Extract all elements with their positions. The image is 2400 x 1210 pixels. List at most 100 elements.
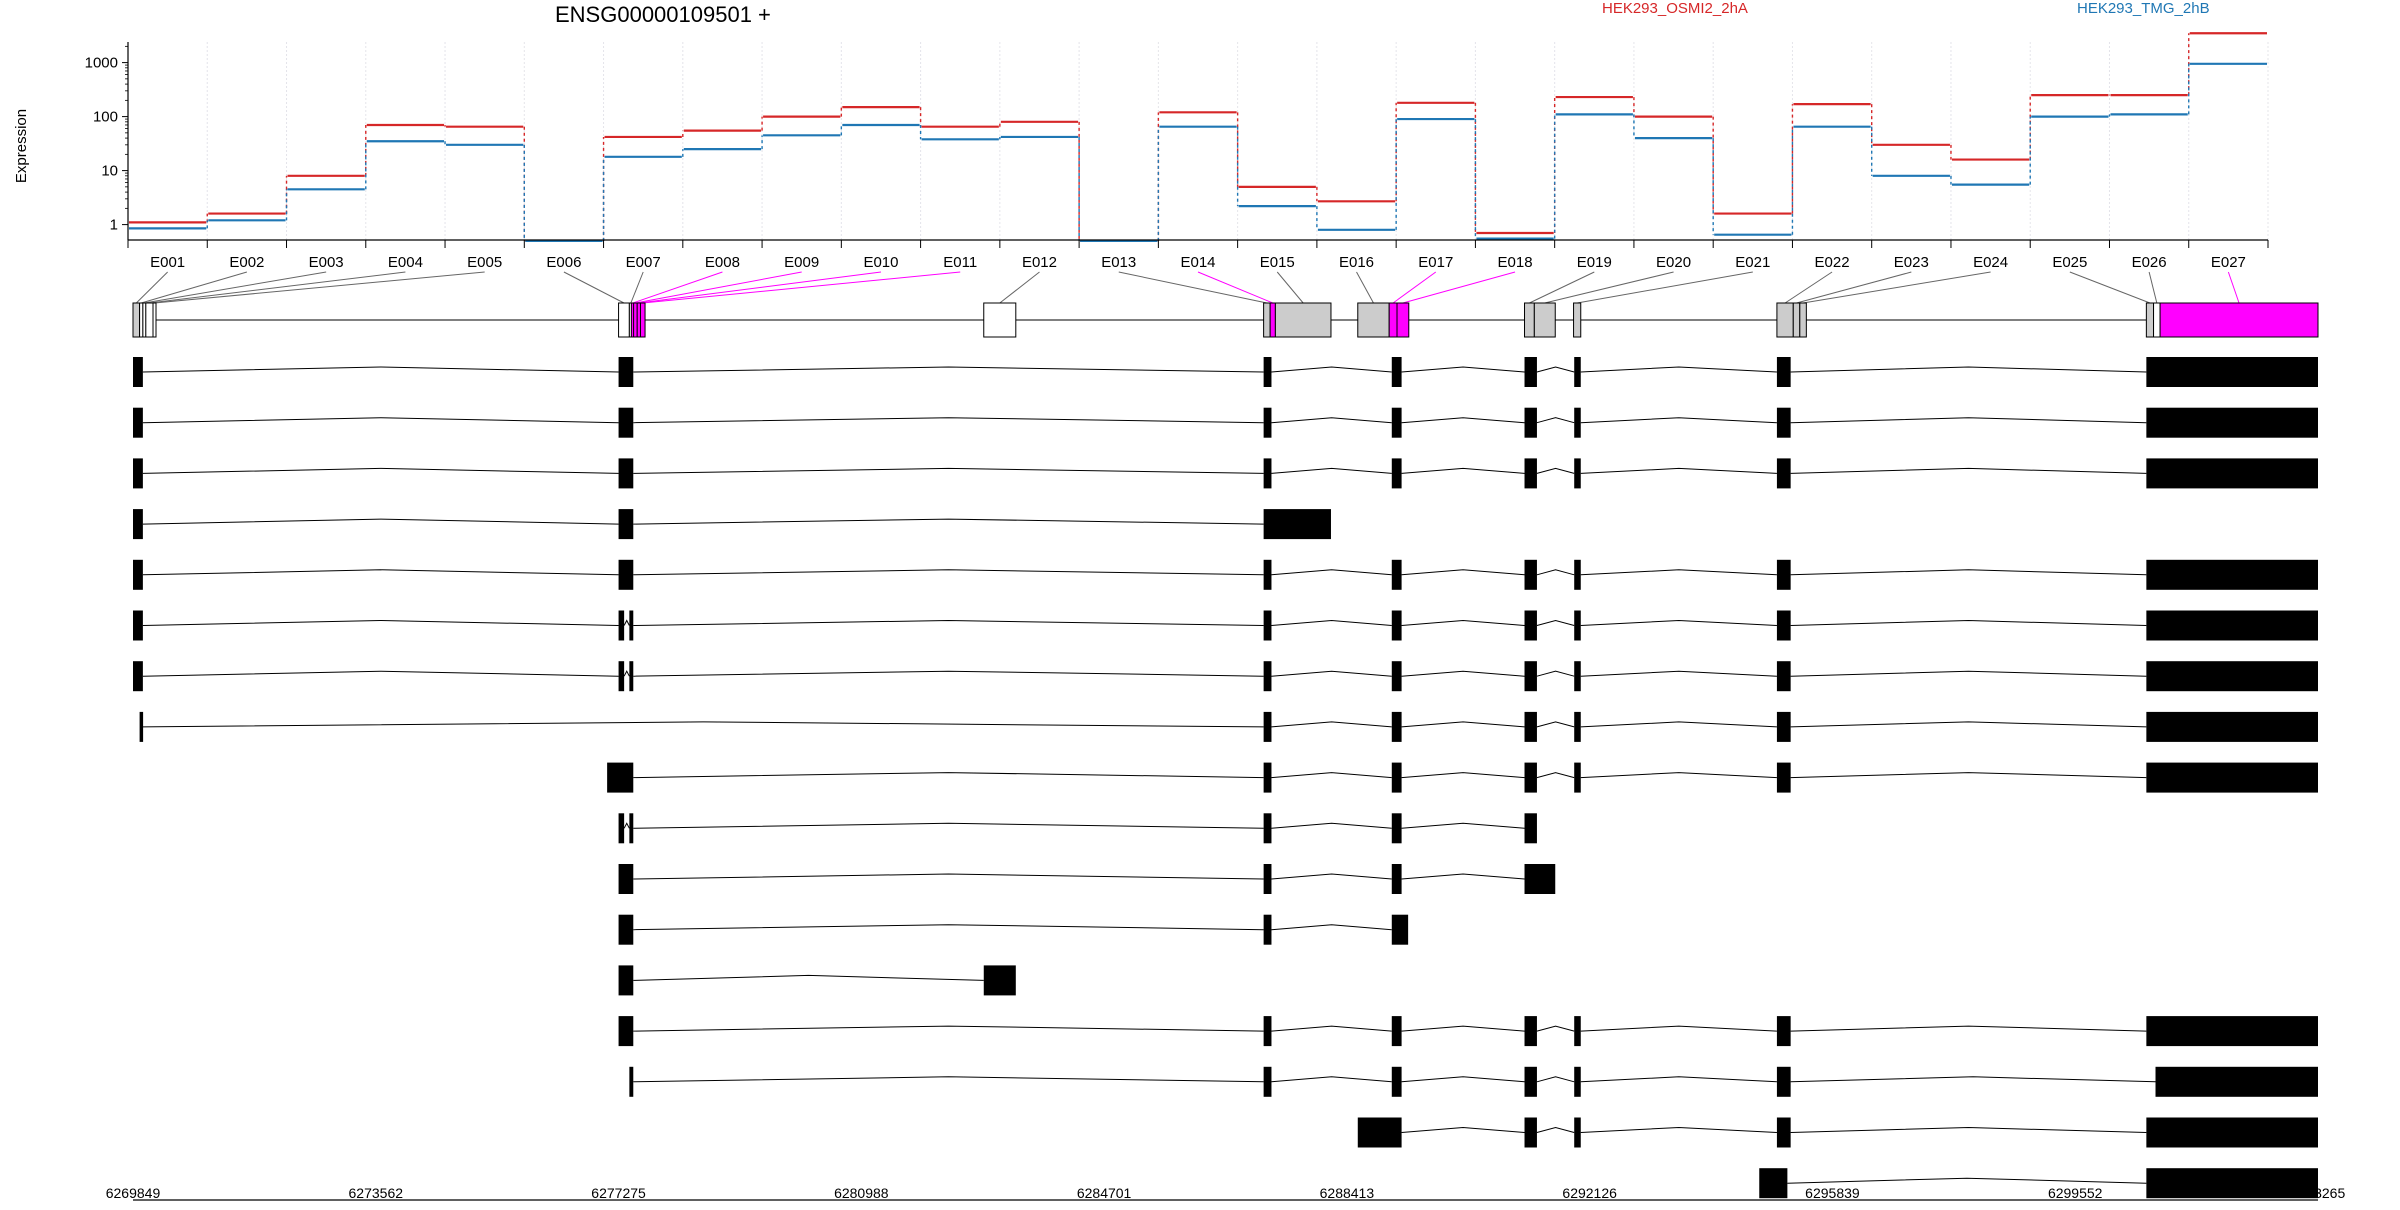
exon-connector bbox=[1544, 271, 1674, 304]
transcript-exon bbox=[1263, 762, 1272, 793]
intron bbox=[142, 366, 619, 373]
exon-label: E005 bbox=[467, 254, 502, 271]
intron bbox=[142, 670, 619, 677]
intron bbox=[1536, 670, 1575, 677]
intron bbox=[1790, 1076, 2156, 1083]
exon-bin-E027 bbox=[2159, 302, 2319, 338]
exon-bin-E016 bbox=[1357, 302, 1390, 338]
intron bbox=[142, 569, 619, 576]
exon-bin-E004 bbox=[145, 302, 154, 338]
transcript-exon bbox=[2146, 407, 2318, 438]
transcript-exon bbox=[618, 559, 634, 590]
gene-model bbox=[132, 302, 2319, 338]
intron bbox=[633, 822, 1264, 829]
genomic-axis: 6269849 6273562 6277275 6280988 6284701 62884… bbox=[106, 1185, 2346, 1201]
intron bbox=[1790, 417, 2147, 424]
intron bbox=[1790, 619, 2147, 626]
exon-bin-E005 bbox=[152, 302, 157, 338]
transcript-exon bbox=[1263, 711, 1272, 742]
transcript-exon bbox=[618, 357, 634, 387]
exon-connector bbox=[1796, 271, 1912, 304]
transcript-12 bbox=[618, 914, 1409, 945]
intron bbox=[1536, 772, 1575, 779]
transcript-exon bbox=[2146, 610, 2318, 641]
grid-lines bbox=[127, 42, 2269, 240]
transcript-exon bbox=[1391, 1016, 1402, 1047]
exon-label: E024 bbox=[1973, 254, 2008, 271]
intron bbox=[1271, 417, 1392, 424]
transcript-exon bbox=[1391, 864, 1402, 894]
transcript-exon bbox=[1776, 762, 1791, 793]
intron bbox=[1580, 569, 1777, 576]
transcript-exon bbox=[139, 711, 144, 742]
y-axis: 1 10 100 1000 Expression bbox=[13, 42, 129, 240]
exon-label: E003 bbox=[309, 254, 344, 271]
transcript-exon bbox=[618, 509, 634, 540]
transcript-exon bbox=[1263, 661, 1272, 692]
intron bbox=[1271, 467, 1392, 474]
intron bbox=[1401, 569, 1525, 576]
intron bbox=[1536, 1025, 1575, 1032]
transcript-exon bbox=[1391, 661, 1402, 692]
intron bbox=[1401, 772, 1525, 779]
exon-label: E014 bbox=[1180, 254, 1215, 271]
intron bbox=[1580, 366, 1777, 373]
transcript-exon bbox=[1776, 559, 1791, 590]
transcript-8 bbox=[139, 711, 2318, 742]
exon-bin-E024 bbox=[1799, 302, 1807, 338]
transcript-exon bbox=[1524, 559, 1537, 590]
exon-label: E022 bbox=[1815, 254, 1850, 271]
transcript-exon bbox=[618, 610, 625, 641]
intron bbox=[1401, 670, 1525, 677]
transcript-exon bbox=[1574, 1066, 1581, 1097]
intron bbox=[633, 467, 1264, 474]
intron bbox=[623, 670, 630, 677]
exon-label: E019 bbox=[1577, 254, 1612, 271]
transcript-exon bbox=[618, 661, 625, 692]
intron bbox=[1401, 822, 1525, 829]
exon-connector bbox=[1784, 271, 1833, 304]
intron bbox=[633, 619, 1264, 626]
transcript-exon bbox=[1263, 357, 1272, 387]
transcript-exon bbox=[1391, 559, 1402, 590]
transcript-exon bbox=[1574, 762, 1581, 793]
transcript-exon bbox=[2146, 1016, 2318, 1047]
intron bbox=[1790, 1025, 2147, 1032]
transcript-17 bbox=[1759, 1168, 2318, 1199]
intron bbox=[142, 417, 619, 424]
transcript-4 bbox=[133, 509, 1331, 540]
y-tick-label: 10 bbox=[101, 163, 118, 180]
exon-bin-E006 bbox=[618, 302, 630, 338]
intron bbox=[1580, 1126, 1777, 1133]
intron bbox=[142, 619, 619, 626]
transcript-exon bbox=[2146, 1168, 2318, 1199]
transcript-exon bbox=[1776, 458, 1791, 489]
transcript-exon bbox=[1524, 1016, 1537, 1047]
transcript-exon bbox=[2146, 1117, 2318, 1148]
exon-bin-E017 bbox=[1388, 302, 1398, 338]
transcript-exon bbox=[1776, 610, 1791, 641]
intron bbox=[1580, 467, 1777, 474]
exon-label: E015 bbox=[1260, 254, 1295, 271]
exon-axis: E001 E002 E003 E004 E005 E006 E007 E008 E009 E010… bbox=[127, 239, 2269, 271]
genomic-tick-label: 6277275 bbox=[591, 1185, 646, 1201]
y-tick-label: 1000 bbox=[85, 55, 118, 72]
intron bbox=[633, 974, 984, 981]
intron bbox=[1580, 619, 1777, 626]
intron bbox=[1271, 924, 1392, 931]
transcript-exon bbox=[1524, 610, 1537, 641]
transcript-exon bbox=[1524, 357, 1537, 387]
exon-bin-E021 bbox=[1573, 302, 1582, 338]
exon-label: E013 bbox=[1101, 254, 1136, 271]
transcript-exon bbox=[2146, 458, 2318, 489]
transcript-exon bbox=[133, 357, 143, 387]
exon-connector bbox=[1197, 271, 1273, 304]
genomic-tick-label: 6269849 bbox=[106, 1185, 161, 1201]
legend-series-2: HEK293_TMG_2hB bbox=[2077, 0, 2210, 17]
transcript-exon bbox=[1263, 1016, 1272, 1047]
transcript-exon bbox=[2146, 357, 2318, 387]
exon-bin-E014 bbox=[1269, 302, 1276, 338]
transcript-7 bbox=[133, 661, 2318, 692]
transcript-exon bbox=[1776, 711, 1791, 742]
intron bbox=[1536, 467, 1575, 474]
